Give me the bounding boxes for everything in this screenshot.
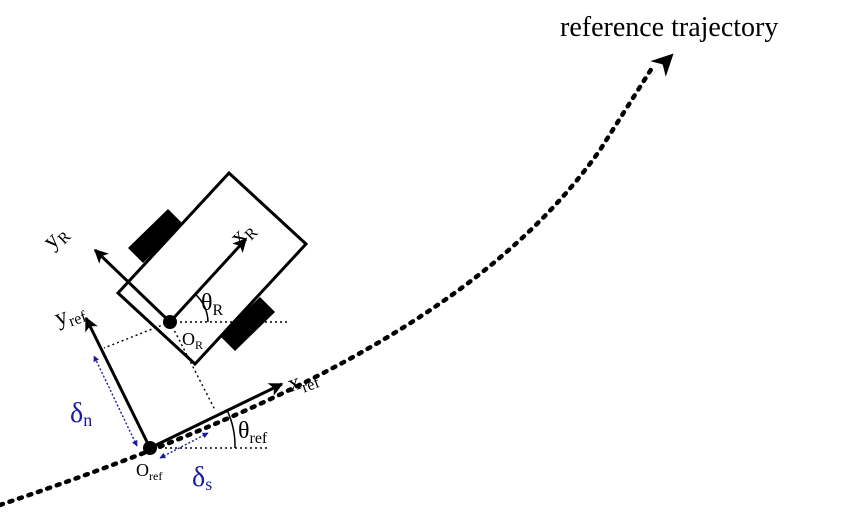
projection-line-normal (103, 321, 171, 349)
origin-ref-dot (143, 441, 157, 455)
reference-trajectory-curve (0, 65, 655, 508)
robot-body (115, 170, 309, 367)
x-r-axis (168, 237, 248, 324)
origin-r-label: OR (182, 329, 203, 352)
x-ref-label: xref (284, 363, 323, 401)
theta-ref-arc (226, 409, 236, 449)
reference-trajectory-label: reference trajectory (560, 12, 778, 43)
y-ref-label: yref (51, 297, 90, 335)
reference-trajectory-arrowhead (639, 53, 674, 88)
delta-n-label: δn (70, 398, 92, 430)
robot-wheel-right (220, 297, 275, 351)
theta-r-label: θR (201, 290, 224, 319)
y-r-label: yR (38, 220, 75, 257)
projection-line-tangent (169, 321, 216, 411)
y-ref-axis (84, 316, 152, 449)
delta-s-arrow (159, 432, 209, 459)
y-r-axis (93, 248, 172, 324)
origin-ref-label: Oref (136, 460, 162, 483)
origin-r-dot (163, 315, 177, 329)
theta-r-arc (194, 293, 209, 323)
delta-n-arrow (93, 355, 138, 447)
theta-ref-label: θref (238, 418, 268, 447)
robot-wheel-left (128, 209, 183, 263)
x-r-label: xR (225, 216, 262, 253)
delta-s-label: δs (192, 462, 212, 494)
